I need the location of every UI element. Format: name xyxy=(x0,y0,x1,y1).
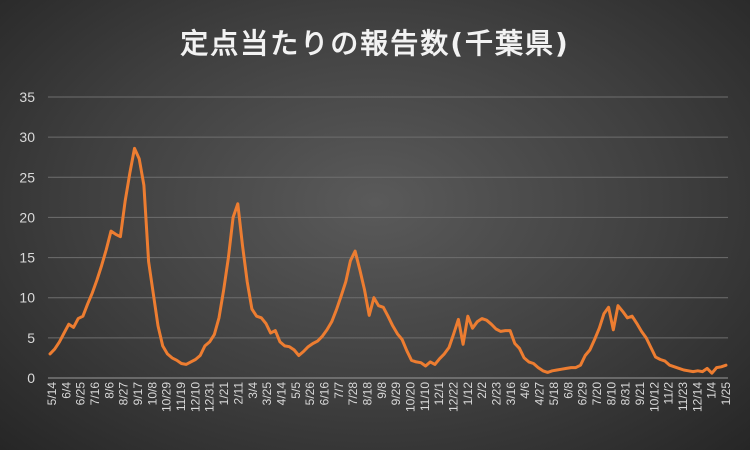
x-tick-label: 7/7 xyxy=(332,382,346,399)
y-tick-label: 15 xyxy=(19,250,35,266)
x-tick-label: 8/27 xyxy=(117,382,131,406)
x-tick-label: 1/21 xyxy=(217,382,231,406)
x-tick-label: 10/20 xyxy=(404,382,418,412)
x-tick-label: 10/12 xyxy=(647,382,661,412)
x-tick-label: 6/4 xyxy=(59,382,73,399)
x-tick-label: 12/31 xyxy=(203,382,217,412)
y-tick-label: 25 xyxy=(19,169,35,185)
x-tick-label: 6/16 xyxy=(317,382,331,406)
x-tick-label: 10/8 xyxy=(145,382,159,406)
x-tick-label: 9/8 xyxy=(375,382,389,399)
x-tick-label: 12/22 xyxy=(447,382,461,412)
y-tick-label: 30 xyxy=(19,129,35,145)
y-tick-label: 35 xyxy=(19,89,35,105)
series-line xyxy=(48,146,728,375)
x-tick-label: 8/6 xyxy=(102,382,116,399)
y-tick-label: 5 xyxy=(27,330,35,346)
y-axis-ticks: 0 5 10 15 20 25 30 35 xyxy=(19,89,35,386)
x-tick-label: 12/10 xyxy=(188,382,202,412)
x-tick-label: 7/28 xyxy=(346,382,360,406)
x-tick-label: 2/2 xyxy=(475,382,489,399)
gridlines xyxy=(48,96,728,339)
y-tick-label: 10 xyxy=(19,290,35,306)
x-tick-label: 6/8 xyxy=(561,382,575,399)
x-tick-label: 1/12 xyxy=(461,382,475,406)
x-tick-label: 9/21 xyxy=(633,382,647,406)
chart-title: 定点当たりの報告数(千葉県) xyxy=(180,27,570,60)
x-tick-label: 6/29 xyxy=(576,382,590,406)
y-tick-label: 0 xyxy=(27,370,35,386)
x-tick-label: 12/14 xyxy=(690,382,704,412)
x-tick-label: 3/25 xyxy=(260,382,274,406)
x-tick-label: 11/2 xyxy=(662,382,676,405)
x-tick-label: 11/19 xyxy=(174,382,188,411)
x-tick-label: 1/4 xyxy=(705,382,719,399)
x-tick-label: 4/14 xyxy=(274,382,288,406)
x-tick-label: 7/16 xyxy=(88,382,102,406)
x-tick-label: 11/10 xyxy=(418,382,432,411)
x-tick-label: 8/10 xyxy=(604,382,618,406)
x-tick-label: 2/23 xyxy=(490,382,504,406)
x-tick-label: 4/27 xyxy=(533,382,547,406)
x-tick-label: 5/14 xyxy=(45,382,59,406)
x-tick-label: 2/11 xyxy=(231,382,245,405)
x-tick-label: 4/6 xyxy=(518,382,532,399)
x-tick-label: 6/25 xyxy=(74,382,88,406)
x-tick-label: 9/29 xyxy=(389,382,403,406)
x-tick-label: 5/18 xyxy=(547,382,561,406)
x-tick-label: 1/25 xyxy=(719,382,733,406)
x-tick-label: 8/18 xyxy=(360,382,374,406)
y-tick-label: 20 xyxy=(19,209,35,225)
x-tick-label: 10/29 xyxy=(160,382,174,412)
series-lines xyxy=(48,146,728,375)
x-tick-label: 7/20 xyxy=(590,382,604,406)
x-tick-label: 5/26 xyxy=(303,382,317,406)
x-tick-label: 9/17 xyxy=(131,382,145,406)
x-tick-label: 11/23 xyxy=(676,382,690,411)
x-tick-label: 3/4 xyxy=(246,382,260,399)
x-axis-ticks: 5/14 6/4 6/25 7/16 8/6 8/27 9/17 10/8 10/29 11/19… xyxy=(45,382,733,412)
x-tick-label: 12/1 xyxy=(432,382,446,406)
x-tick-label: 8/31 xyxy=(619,382,633,406)
x-tick-label: 5/5 xyxy=(289,382,303,399)
x-tick-label: 3/16 xyxy=(504,382,518,406)
